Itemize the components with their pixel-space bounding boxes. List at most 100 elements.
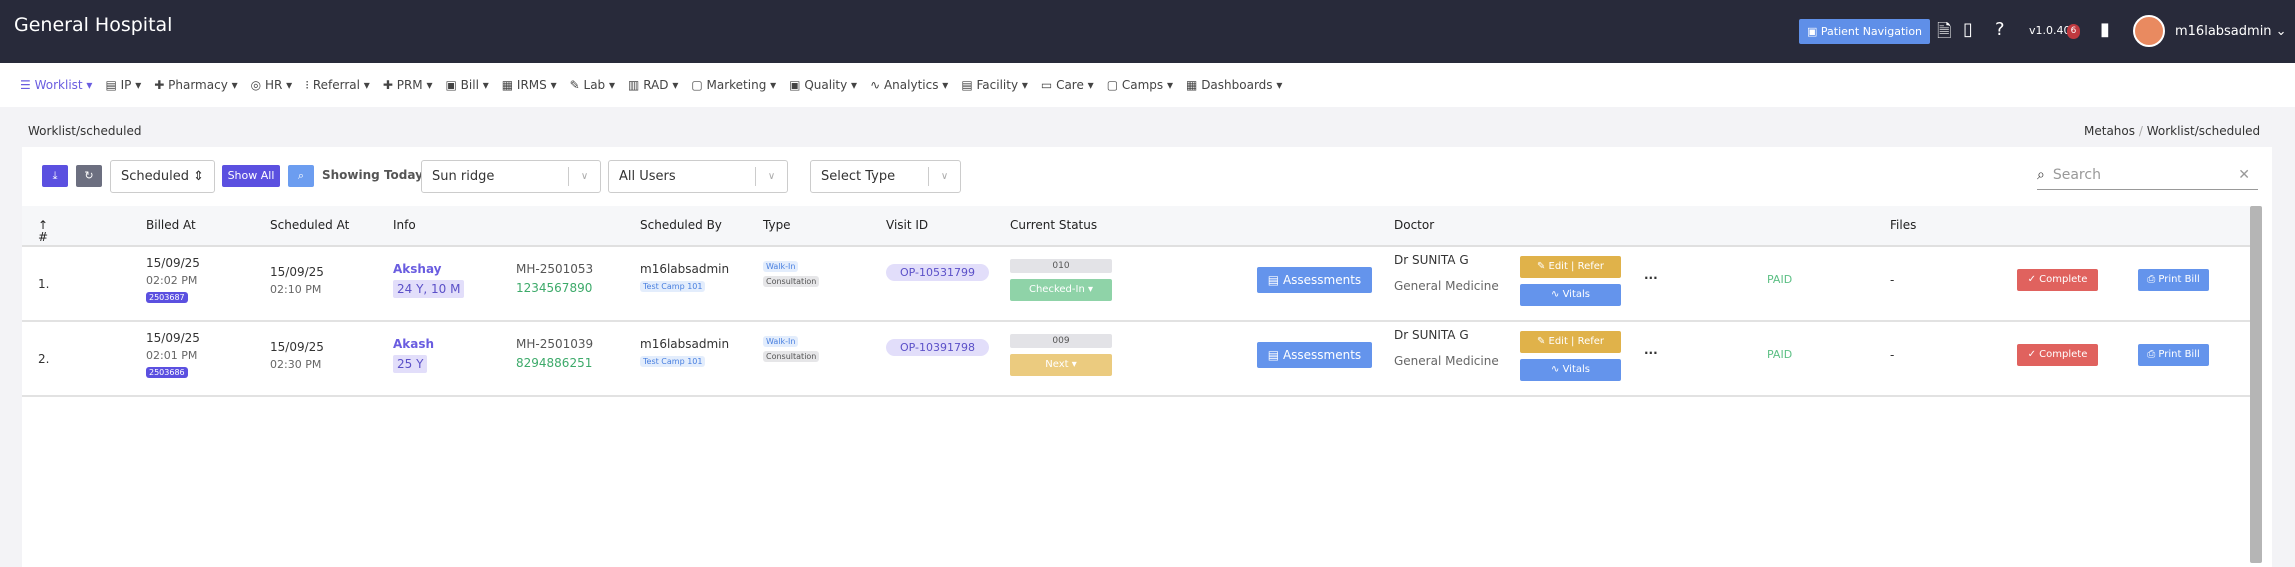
location-select[interactable]: Sun ridge ∨ [421, 160, 601, 193]
status-select[interactable]: Scheduled ⇕ [110, 160, 215, 193]
scheduled-date: 15/09/25 [270, 340, 324, 354]
assessments-button[interactable]: ▤ Assessments [1257, 342, 1372, 368]
vitals-label: Vitals [1562, 364, 1590, 375]
billed-time: 02:02 PM [146, 274, 198, 287]
patient-name-link[interactable]: Akshay [393, 262, 442, 276]
nav-hr[interactable]: ◎ HR ▾ [250, 78, 293, 92]
nav-care[interactable]: ▭ Care ▾ [1040, 78, 1094, 92]
download-button[interactable]: ⤓ [42, 165, 68, 187]
nav-facility[interactable]: ▤ Facility ▾ [961, 78, 1028, 92]
complete-button[interactable]: ✓ Complete [2017, 344, 2098, 366]
patient-navigation-button[interactable]: ▣ Patient Navigation [1799, 19, 1931, 44]
help-icon[interactable]: ? [1995, 19, 2005, 40]
more-options-icon[interactable]: ··· [1644, 271, 1658, 285]
col-scheduled-at[interactable]: Scheduled At [270, 218, 350, 232]
chevron-down-icon: ∨ [568, 167, 600, 186]
status-dropdown[interactable]: Checked-In ▾ [1010, 279, 1112, 301]
nav-ip[interactable]: ▤ IP ▾ [105, 78, 142, 92]
mrn: MH-2501053 [516, 262, 594, 276]
nav-irms[interactable]: ▦ IRMS ▾ [501, 78, 557, 92]
bill-number-badge[interactable]: 2503686 [146, 367, 188, 378]
token-number: 010 [1010, 259, 1112, 273]
nav-analytics[interactable]: ∿ Analytics ▾ [870, 78, 949, 92]
phone: 1234567890 [516, 281, 593, 295]
row-number: 2. [38, 352, 50, 366]
nav-referral[interactable]: ⁝ Referral ▾ [305, 78, 370, 92]
search-icon[interactable]: ⌕ [288, 165, 314, 187]
nav-bill[interactable]: ▣ Bill ▾ [445, 78, 489, 92]
nav-icon: ◎ [250, 78, 262, 92]
assessments-button[interactable]: ▤ Assessments [1257, 267, 1372, 293]
nav-label: Care [1056, 78, 1084, 92]
user-menu[interactable]: m16labsadmin ⌄ [2175, 24, 2287, 39]
col-number[interactable]: # ↑ [38, 218, 49, 244]
nav-label: Analytics [883, 78, 939, 92]
nav-camps[interactable]: ▢ Camps ▾ [1106, 78, 1174, 92]
users-select[interactable]: All Users ∨ [608, 160, 788, 193]
search-input[interactable]: ⌕ Search ✕ [2037, 160, 2258, 190]
nav-label: Marketing [706, 78, 767, 92]
edit-refer-button[interactable]: ✎ Edit | Refer [1520, 256, 1621, 278]
refresh-button[interactable]: ↻ [76, 165, 102, 187]
nav-label: IRMS [516, 78, 547, 92]
bill-number-badge[interactable]: 2503687 [146, 292, 188, 303]
nav-rad[interactable]: ▥ RAD ▾ [628, 78, 679, 92]
edit-refer-button[interactable]: ✎ Edit | Refer [1520, 331, 1621, 353]
col-current-status[interactable]: Current Status [1010, 218, 1098, 232]
camp-badge: Test Camp 101 [640, 281, 706, 292]
avatar[interactable] [2133, 15, 2165, 47]
col-type[interactable]: Type [763, 218, 791, 232]
visit-id-badge[interactable]: OP-10531799 [886, 264, 990, 281]
nav-dashboards[interactable]: ▦ Dashboards ▾ [1186, 78, 1283, 92]
col-visit-id[interactable]: Visit ID [886, 218, 929, 232]
vitals-button[interactable]: ∿ Vitals [1520, 359, 1621, 381]
print-bill-button[interactable]: ⎙ Print Bill [2138, 344, 2209, 366]
nav-quality[interactable]: ▣ Quality ▾ [789, 78, 858, 92]
nav-pharmacy[interactable]: ✚ Pharmacy ▾ [154, 78, 238, 92]
users-value: All Users [619, 169, 676, 184]
status-label: Next [1045, 359, 1069, 370]
col-scheduled-by[interactable]: Scheduled By [640, 218, 722, 232]
print-bill-button[interactable]: ⎙ Print Bill [2138, 269, 2209, 291]
chat-icon[interactable]: ▮ [2100, 19, 2110, 40]
col-billed-at[interactable]: Billed At [146, 218, 196, 232]
visit-id-badge[interactable]: OP-10391798 [886, 339, 990, 356]
main-nav: ☰ Worklist ▾ ▤ IP ▾ ✚ Pharmacy ▾ ◎ HR ▾ ⁝ Re… [0, 63, 2295, 107]
nav-icon: ▦ [1186, 78, 1198, 92]
col-doctor[interactable]: Doctor [1394, 218, 1435, 232]
nav-label: Referral [312, 78, 360, 92]
window-icon[interactable]: ▯ [1963, 19, 1973, 40]
nav-label: PRM [396, 78, 423, 92]
complete-button[interactable]: ✓ Complete [2017, 269, 2098, 291]
billed-date: 15/09/25 [146, 256, 200, 270]
notification-badge[interactable]: 6 [2067, 24, 2080, 39]
patient-age: 24 Y, 10 M [393, 280, 465, 298]
nav-lab[interactable]: ✎ Lab ▾ [569, 78, 616, 92]
scheduled-time: 02:10 PM [270, 283, 322, 296]
clear-icon[interactable]: ✕ [2238, 167, 2250, 183]
patient-name-link[interactable]: Akash [393, 337, 435, 351]
more-options-icon[interactable]: ··· [1644, 346, 1658, 360]
scheduled-time: 02:30 PM [270, 358, 322, 371]
nav-icon: ☰ [20, 78, 31, 92]
status-value: Scheduled [121, 169, 189, 184]
table-row: 1. 15/09/25 02:02 PM 2503687 15/09/25 02… [22, 247, 2250, 322]
type-select[interactable]: Select Type ∨ [810, 160, 961, 193]
vitals-button[interactable]: ∿ Vitals [1520, 284, 1621, 306]
col-info[interactable]: Info [393, 218, 416, 232]
breadcrumb-home[interactable]: Metahos [2084, 124, 2135, 138]
nav-worklist[interactable]: ☰ Worklist ▾ [20, 78, 93, 92]
payment-status: PAID [1767, 273, 1793, 286]
status-dropdown[interactable]: Next ▾ [1010, 354, 1112, 376]
nav-icon: ▤ [105, 78, 117, 92]
nav-marketing[interactable]: ▢ Marketing ▾ [691, 78, 777, 92]
word-doc-icon[interactable]: 🗎 [1937, 21, 1952, 42]
app-title: General Hospital [14, 14, 173, 36]
scrollbar[interactable] [2250, 206, 2262, 563]
col-files[interactable]: Files [1890, 218, 1917, 232]
nav-label: IP [120, 78, 132, 92]
nav-icon: ▤ [961, 78, 973, 92]
show-all-button[interactable]: Show All [222, 165, 280, 187]
nav-prm[interactable]: ✚ PRM ▾ [382, 78, 433, 92]
breadcrumb: Metahos / Worklist/scheduled [2084, 124, 2261, 138]
